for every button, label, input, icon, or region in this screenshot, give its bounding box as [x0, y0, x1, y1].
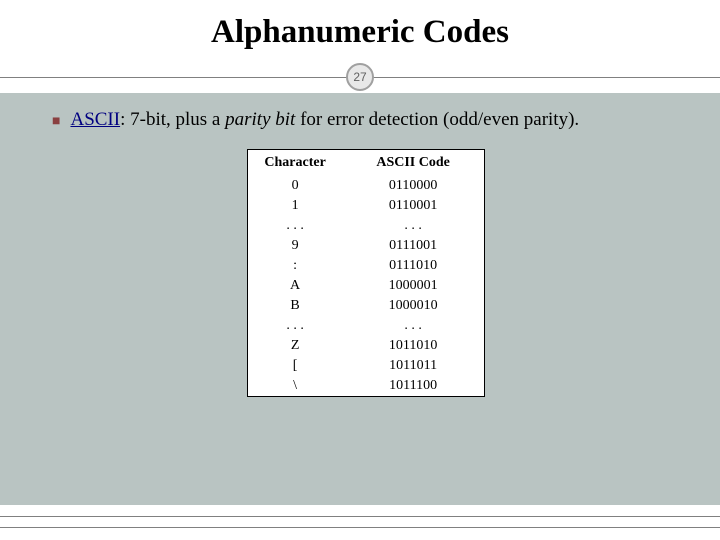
table-row: 90111001 [248, 236, 484, 256]
table-header-character: Character [248, 150, 342, 176]
table-cell-code: 1000010 [342, 296, 484, 316]
table-row: 10110001 [248, 196, 484, 216]
table-cell-char: . . . [248, 216, 342, 236]
title-area: Alphanumeric Codes [0, 0, 720, 59]
table-row: 00110000 [248, 176, 484, 196]
table-row: \1011100 [248, 376, 484, 396]
table-cell-code: 0111010 [342, 256, 484, 276]
table-cell-code: 0111001 [342, 236, 484, 256]
ascii-link[interactable]: ASCII [70, 109, 120, 130]
table-cell-code: . . . [342, 216, 484, 236]
table-row: B1000010 [248, 296, 484, 316]
table-cell-char: : [248, 256, 342, 276]
slide: Alphanumeric Codes 27 ■ ASCII: 7-bit, pl… [0, 0, 720, 540]
table-cell-code: 1011011 [342, 356, 484, 376]
slide-title: Alphanumeric Codes [0, 14, 720, 51]
divider: 27 [0, 63, 720, 93]
bottom-divider [0, 516, 720, 528]
table-cell-code: 1000001 [342, 276, 484, 296]
page-number-badge: 27 [346, 63, 374, 91]
table-row: [1011011 [248, 356, 484, 376]
table-cell-char: \ [248, 376, 342, 396]
bullet-marker: ■ [52, 107, 60, 133]
table-row: . . .. . . [248, 216, 484, 236]
table-cell-char: . . . [248, 316, 342, 336]
table-cell-char: A [248, 276, 342, 296]
table-row: Z1011010 [248, 336, 484, 356]
bullet-item: ■ ASCII: 7-bit, plus a parity bit for er… [52, 107, 680, 133]
table-cell-char: Z [248, 336, 342, 356]
table-row: A1000001 [248, 276, 484, 296]
table-cell-char: B [248, 296, 342, 316]
bullet-italic: parity bit [225, 109, 295, 130]
table-cell-char: [ [248, 356, 342, 376]
table-header-code: ASCII Code [342, 150, 484, 176]
table-cell-code: 0110001 [342, 196, 484, 216]
ascii-table: Character ASCII Code 00110000 10110001 .… [247, 149, 485, 397]
table-cell-code: 1011010 [342, 336, 484, 356]
table-cell-char: 1 [248, 196, 342, 216]
table-header-row: Character ASCII Code [248, 150, 484, 176]
table-cell-code: 1011100 [342, 376, 484, 396]
bullet-sep: : [120, 109, 130, 130]
content-area: ■ ASCII: 7-bit, plus a parity bit for er… [0, 93, 720, 505]
bullet-part2: for error detection (odd/even parity). [295, 109, 579, 130]
table-cell-char: 9 [248, 236, 342, 256]
table-cell-char: 0 [248, 176, 342, 196]
bullet-part1: 7-bit, plus a [130, 109, 225, 130]
table-cell-code: 0110000 [342, 176, 484, 196]
table-row: :0111010 [248, 256, 484, 276]
bullet-text: ASCII: 7-bit, plus a parity bit for erro… [70, 107, 579, 133]
page-number: 27 [353, 70, 366, 84]
table-row: . . .. . . [248, 316, 484, 336]
table-cell-code: . . . [342, 316, 484, 336]
